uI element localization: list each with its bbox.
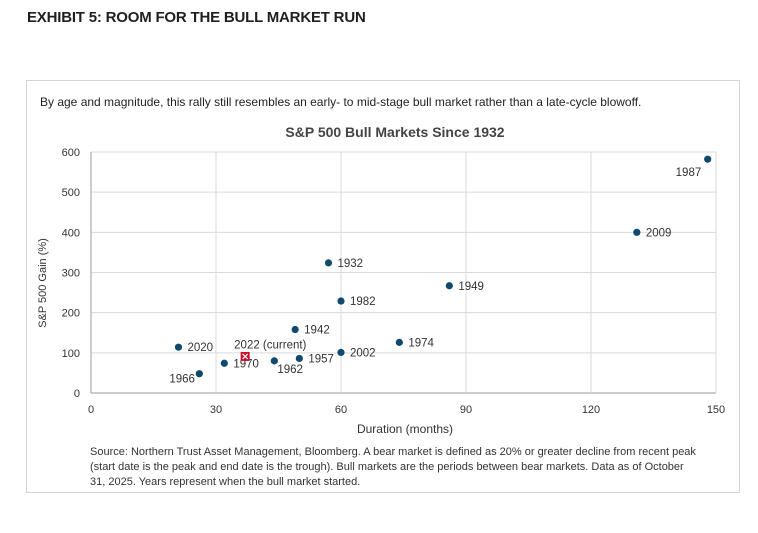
data-point-label: 1932	[338, 258, 364, 270]
x-tick-label: 60	[335, 404, 347, 416]
data-points: 1932 1942 1949 1957 1962 1966 1970 1974 1982 1987…	[169, 155, 712, 386]
source-note: Source: Northern Trust Asset Management,…	[90, 446, 696, 488]
data-point-label: 1962	[277, 364, 303, 376]
y-tick-label: 0	[74, 388, 80, 400]
x-tick-label: 0	[88, 404, 94, 416]
x-tick-label: 120	[582, 404, 600, 416]
data-point	[174, 343, 183, 351]
data-point	[195, 370, 203, 378]
data-point	[337, 348, 345, 357]
data-point	[295, 354, 303, 363]
data-point	[704, 155, 712, 163]
grid-lines	[90, 151, 717, 394]
data-point-label: 1942	[304, 325, 330, 337]
y-tick-label: 600	[62, 147, 80, 159]
data-point-label: 1957	[308, 353, 334, 365]
data-point	[220, 359, 228, 367]
x-tick-label: 90	[460, 404, 472, 416]
axes: 0 100 200 300 400 500 600 0 30 60 90 120 150	[62, 147, 726, 416]
x-tick-label: 30	[210, 404, 222, 416]
data-point-label: 1982	[350, 296, 376, 308]
current-point-label: 2022 (current)	[234, 339, 306, 351]
chart-subtitle: By age and magnitude, this rally still r…	[40, 95, 642, 109]
data-point-label: 1970	[233, 358, 259, 370]
data-point-label: 2020	[188, 342, 214, 354]
data-point	[445, 282, 453, 290]
y-tick-label: 300	[62, 268, 80, 280]
current-point-cross	[242, 353, 249, 360]
y-tick-label: 500	[62, 187, 80, 199]
data-point-label: 2002	[350, 347, 376, 359]
data-point	[270, 357, 278, 365]
y-tick-label: 400	[62, 227, 80, 239]
exhibit-title: EXHIBIT 5: ROOM FOR THE BULL MARKET RUN	[27, 9, 366, 26]
chart-title: S&P 500 Bull Markets Since 1932	[285, 124, 504, 140]
y-axis-label: S&P 500 Gain (%)	[37, 238, 49, 328]
data-point	[633, 228, 641, 236]
data-point	[395, 338, 403, 346]
data-point-label: 2009	[646, 227, 672, 239]
x-axis-label: Duration (months)	[357, 422, 453, 436]
data-point	[291, 325, 299, 334]
x-tick-label: 150	[707, 404, 725, 416]
y-tick-label: 100	[62, 348, 80, 360]
chart-panel	[26, 80, 740, 493]
y-tick-label: 200	[62, 308, 80, 320]
data-point	[324, 259, 333, 267]
data-point-label: 1966	[169, 374, 195, 386]
data-point-label: 1987	[676, 167, 702, 179]
data-point-label: 1949	[458, 281, 484, 293]
data-point	[337, 297, 345, 305]
data-point-label: 1974	[408, 337, 434, 349]
scatter-chart: S&P 500 Bull Markets Since 1932 0 100 200 3…	[37, 124, 726, 436]
